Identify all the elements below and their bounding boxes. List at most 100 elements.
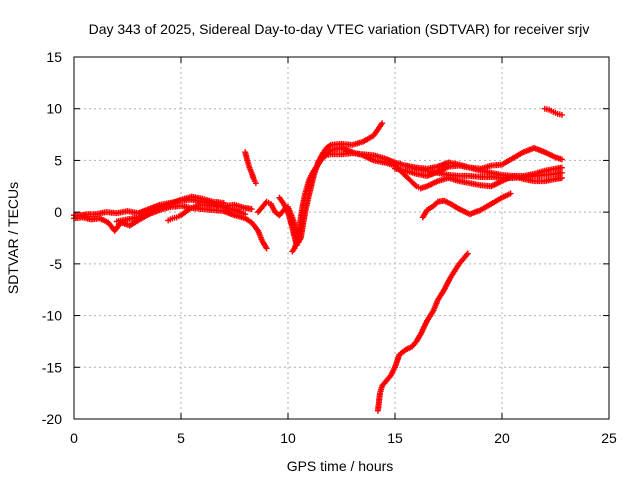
series-arc-3 [113,193,227,225]
data-trail [94,209,108,217]
data-trail [277,208,286,217]
data-trail [175,213,182,220]
data-trail [251,178,258,185]
data-trail [447,175,461,184]
x-tick-label: 0 [70,430,78,446]
data-trail [128,218,140,228]
data-trail [179,194,193,203]
data-trail [268,202,278,214]
x-tick-label: 25 [601,430,617,446]
data-trail [468,180,482,188]
data-trail [201,206,215,213]
data-trail [377,384,385,395]
series-arc-11 [402,159,565,179]
x-tick-label: 15 [387,430,403,446]
data-trail [183,207,192,215]
data-trail [193,202,199,209]
data-trail [415,171,429,179]
data-trail [298,202,306,219]
data-trail [404,168,418,177]
data-trail [543,176,557,184]
data-trail [167,216,174,223]
data-trail [425,178,440,189]
data-trail [554,170,564,177]
data-trail [431,200,440,208]
data-trail [375,391,383,413]
data-trail [457,251,470,266]
data-trail [294,236,303,247]
plot-frame [73,56,610,420]
data-trail [89,215,101,223]
data-trail [243,205,253,212]
data-trail [448,262,462,279]
data-trail [436,175,450,184]
data-trail [436,198,446,205]
data-trail [420,208,430,219]
data-trail [300,192,308,206]
data-trail [72,214,84,222]
data-trail [222,204,236,213]
data-trail [137,211,151,220]
data-trail [302,185,310,195]
y-tick-label: 5 [54,152,62,168]
data-trail [147,202,162,212]
data-trail [447,172,461,179]
data-trail [273,210,281,218]
y-tick-label: 15 [46,49,62,65]
data-trail [247,166,254,175]
y-axis-label: SDTVAR / TECUs [5,182,21,294]
data-trail [468,173,482,180]
data-trail [425,308,436,323]
data-trail [490,174,504,181]
data-trail [414,332,423,343]
series-arc-14 [541,105,565,118]
data-trail [201,202,215,209]
data-trail [479,201,493,213]
data-trail [242,150,250,162]
data-trail [351,149,365,158]
data-trail [85,211,97,218]
y-tick-label: 10 [46,101,62,117]
data-trail [222,208,236,218]
data-trail [233,212,247,221]
data-trail [431,298,441,312]
data-trail [479,174,493,180]
plot-area [71,105,565,414]
data-trail [543,166,557,174]
data-trail [256,205,265,214]
data-trail [532,168,546,177]
data-trail [489,195,504,206]
series-arc-4 [165,201,249,224]
data-trail [392,353,402,369]
data-trail [404,344,414,352]
series-arc-5 [242,149,259,187]
data-trail [380,379,389,388]
data-trail [447,159,461,168]
data-trail [304,177,312,188]
data-trail [500,191,512,200]
data-trail [243,216,253,225]
data-trail [168,197,183,207]
data-trail [329,141,343,148]
data-trail [98,216,110,225]
data-trail [554,175,564,182]
series-arc-12 [419,190,514,221]
data-trail [500,156,515,167]
data-trail [372,157,386,166]
data-trail [449,201,461,212]
data-trail [500,172,514,179]
x-axis-label: GPS time / hours [287,458,394,474]
data-trail [532,145,547,155]
data-trail [320,146,329,156]
series-arc-8 [276,120,386,249]
data-trail [147,205,162,217]
data-trail [255,229,265,243]
data-trail [548,107,555,114]
grid [74,57,609,419]
data-trail [522,171,536,179]
data-trail [249,171,257,181]
data-trail [415,164,429,172]
data-trail [260,200,269,209]
data-trail [384,373,393,383]
